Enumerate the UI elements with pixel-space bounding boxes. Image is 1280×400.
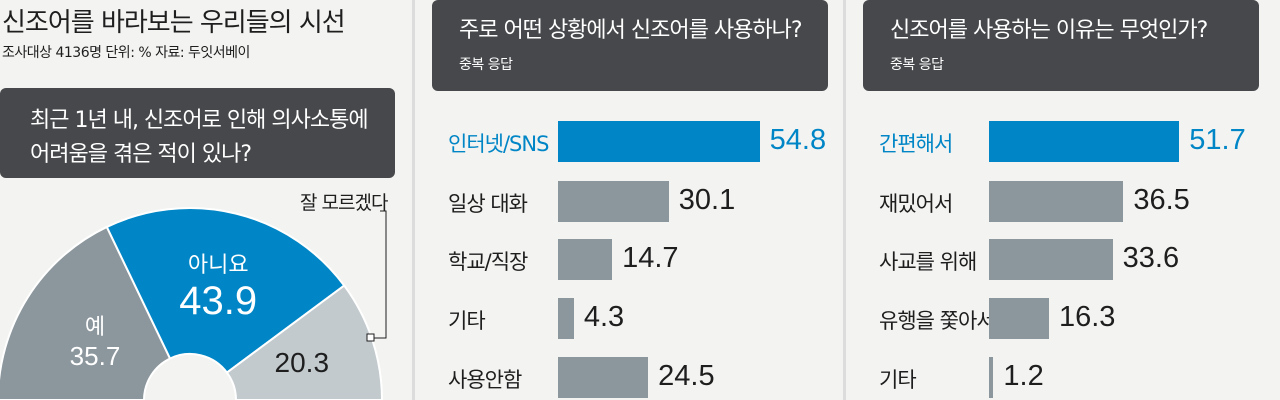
pie-label-name: 예 bbox=[84, 313, 106, 339]
source-note: 조사대상 4136명 단위: % 자료: 두잇서베이 bbox=[2, 45, 250, 61]
reason-category-label: 재밌어서 bbox=[879, 192, 953, 216]
question-line-2: 어려움을 겪은 적이 있나? bbox=[30, 142, 252, 167]
reason-category-label: 유행을 쫓아서 bbox=[879, 309, 996, 333]
situation-value-label: 4.3 bbox=[583, 301, 625, 333]
reason-category-label: 간편해서 bbox=[879, 132, 953, 156]
page-title: 신조어를 바라보는 우리들의 시선 bbox=[2, 8, 346, 38]
situation-bar bbox=[558, 357, 649, 398]
situation-bar bbox=[558, 121, 760, 162]
situation-category-label: 일상 대화 bbox=[448, 192, 528, 216]
pie-label-value: 43.9 bbox=[179, 278, 258, 323]
reason-bar bbox=[989, 239, 1113, 280]
situation-bar bbox=[558, 181, 669, 222]
reason-question: 신조어를 사용하는 이유는 무엇인가? bbox=[890, 18, 1208, 43]
communication-half-donut-chart bbox=[0, 207, 384, 400]
situation-value-label: 14.7 bbox=[622, 242, 679, 274]
situation-question: 주로 어떤 상황에서 신조어를 사용하나? bbox=[459, 18, 802, 43]
reason-bar bbox=[989, 181, 1124, 222]
reason-bar bbox=[989, 121, 1180, 162]
situation-note: 중복 응답 bbox=[459, 57, 513, 73]
situation-category-label: 기타 bbox=[448, 309, 486, 333]
situation-value-label: 30.1 bbox=[678, 184, 736, 216]
pie-label-value: 35.7 bbox=[69, 340, 121, 371]
reason-category-label: 기타 bbox=[879, 368, 917, 392]
situation-category-label: 사용안함 bbox=[448, 368, 522, 392]
question-box-communication: 최근 1년 내, 신조어로 인해 의사소통에 어려움을 겪은 적이 있나? bbox=[0, 88, 395, 178]
reason-value-label: 36.5 bbox=[1133, 184, 1190, 216]
situation-value-label: 24.5 bbox=[658, 360, 715, 392]
pie-label-2: 아니요 43.9 bbox=[179, 247, 257, 324]
reason-note: 중복 응답 bbox=[890, 57, 944, 73]
panel-divider-right bbox=[843, 0, 846, 400]
question-box-reason: 신조어를 사용하는 이유는 무엇인가? 중복 응답 bbox=[863, 0, 1259, 91]
situation-category-label: 학교/직장 bbox=[448, 250, 528, 274]
situation-category-label: 인터넷/SNS bbox=[448, 132, 549, 156]
pie-callout-dont-know: 잘 모르겠다 bbox=[300, 192, 388, 214]
pie-slice-2 bbox=[105, 207, 346, 374]
pie-label-1: 예 35.7 bbox=[70, 309, 121, 372]
pie-label-value: 20.3 bbox=[274, 346, 330, 378]
pie-label-3: 20.3 bbox=[275, 347, 330, 379]
reason-value-label: 16.3 bbox=[1058, 301, 1116, 333]
reason-bar bbox=[989, 357, 994, 398]
question-box-situation: 주로 어떤 상황에서 신조어를 사용하나? 중복 응답 bbox=[432, 0, 828, 91]
callout-leader-line bbox=[366, 210, 387, 342]
situation-value-label: 54.8 bbox=[769, 124, 827, 156]
reason-value-label: 33.6 bbox=[1122, 242, 1180, 274]
situation-bar bbox=[558, 239, 613, 280]
pie-label-name: 아니요 bbox=[187, 251, 249, 277]
question-line-1: 최근 1년 내, 신조어로 인해 의사소통에 bbox=[30, 108, 369, 133]
panel-divider-left bbox=[412, 0, 415, 400]
reason-category-label: 사교를 위해 bbox=[879, 250, 977, 274]
situation-bar bbox=[558, 298, 574, 339]
pie-slice-3 bbox=[225, 284, 384, 400]
reason-value-label: 51.7 bbox=[1189, 124, 1246, 156]
reason-bar bbox=[989, 298, 1049, 339]
reason-value-label: 1.2 bbox=[1003, 360, 1044, 392]
